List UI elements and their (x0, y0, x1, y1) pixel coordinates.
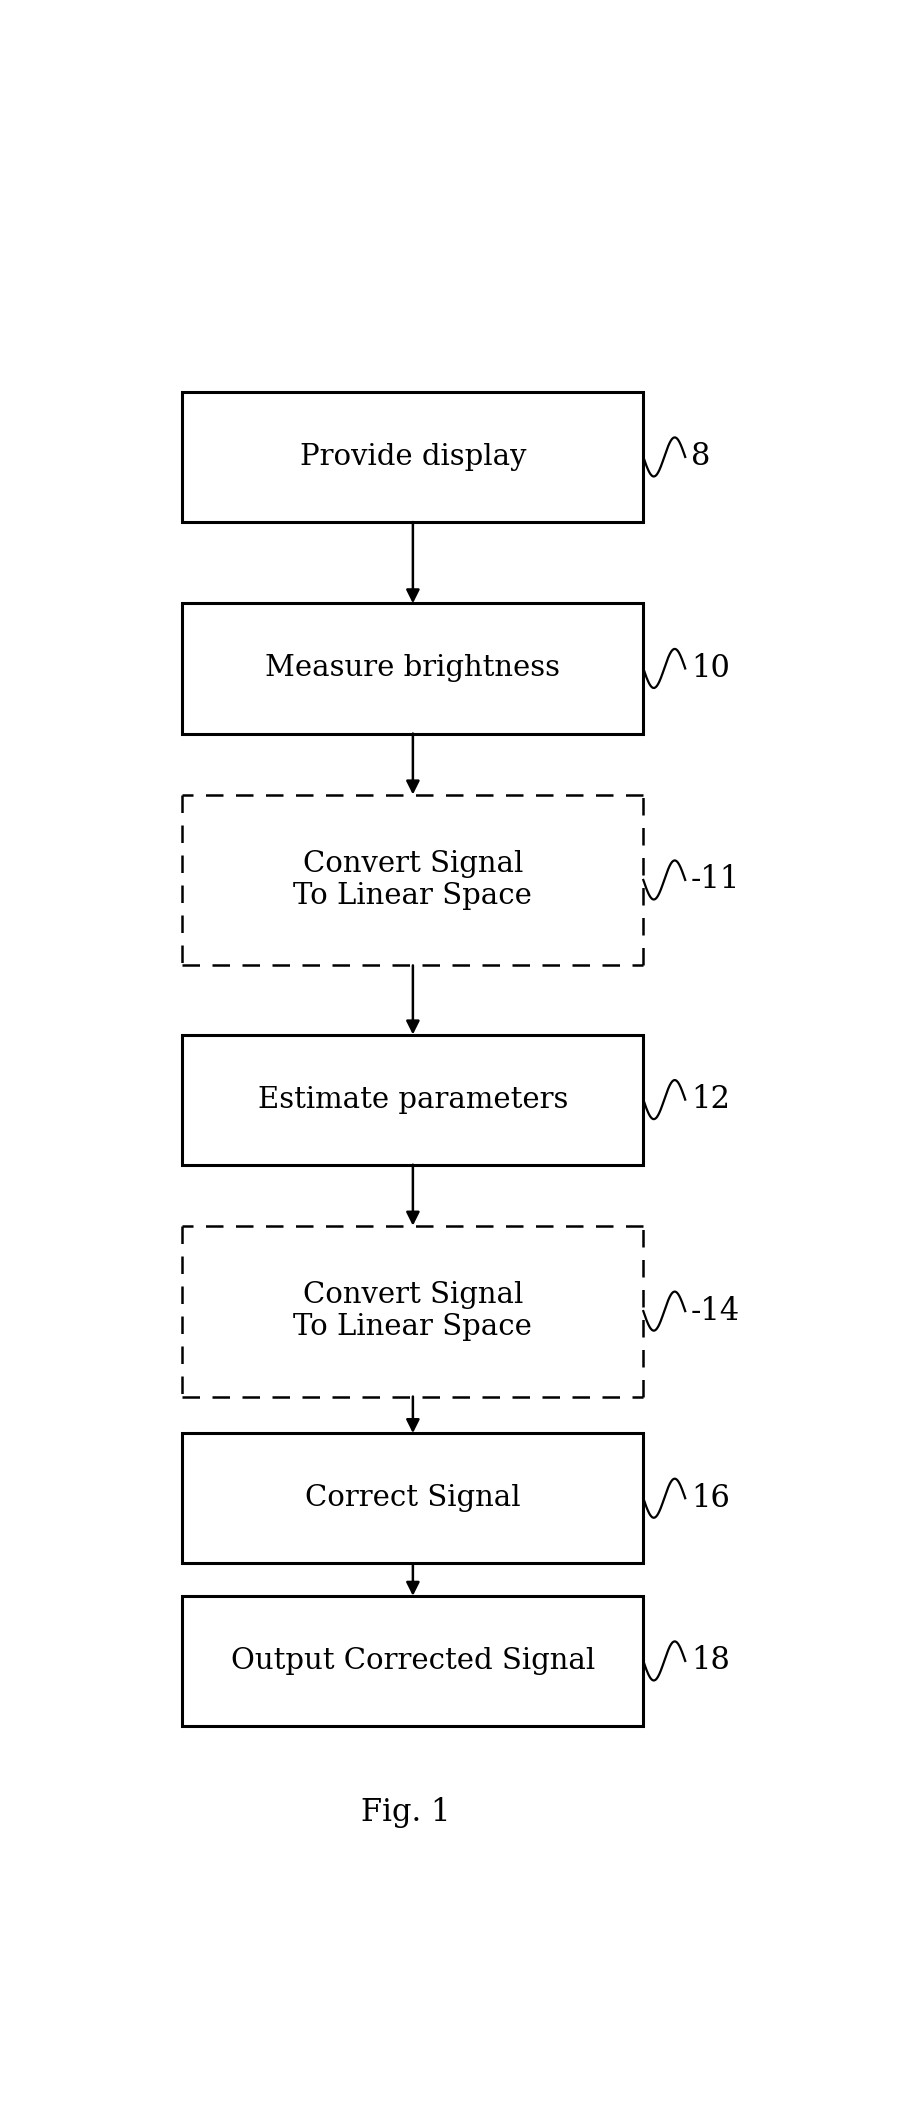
Text: 16: 16 (691, 1483, 730, 1513)
Text: Provide display: Provide display (300, 444, 526, 471)
Text: Estimate parameters: Estimate parameters (258, 1086, 568, 1114)
Text: Output Corrected Signal: Output Corrected Signal (231, 1646, 595, 1676)
Text: -14: -14 (691, 1295, 740, 1327)
Text: 10: 10 (691, 653, 730, 685)
Text: Measure brightness: Measure brightness (266, 655, 560, 682)
Text: 8: 8 (691, 442, 710, 473)
Bar (182, 1595, 643, 1726)
Text: Convert Signal
To Linear Space: Convert Signal To Linear Space (294, 849, 532, 911)
Text: Fig. 1: Fig. 1 (361, 1796, 450, 1828)
Text: 18: 18 (691, 1646, 730, 1676)
Bar (182, 391, 643, 522)
Text: Convert Signal
To Linear Space: Convert Signal To Linear Space (294, 1280, 532, 1342)
Text: 12: 12 (691, 1084, 730, 1116)
Text: -11: -11 (691, 864, 741, 896)
Text: Correct Signal: Correct Signal (305, 1483, 521, 1513)
Bar (182, 1433, 643, 1564)
Bar (182, 604, 643, 733)
Bar (182, 1035, 643, 1164)
